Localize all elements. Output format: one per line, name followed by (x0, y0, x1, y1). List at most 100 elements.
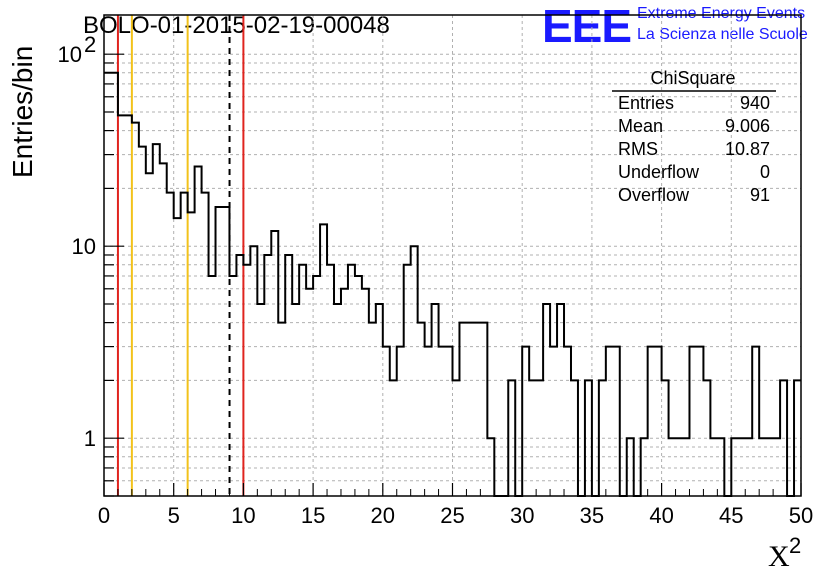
histogram-bin (689, 347, 696, 496)
chart-title: BOLO-01-2015-02-19-00048 (83, 12, 390, 39)
stats-row-label: Entries (618, 93, 674, 113)
histogram-bin (710, 438, 717, 496)
histogram-bin (780, 380, 787, 496)
y-tick-label: 10 (58, 42, 82, 67)
y-tick-label-exponent: 2 (84, 32, 96, 57)
histogram-bin (153, 144, 160, 496)
histogram-bin (167, 193, 174, 496)
histogram-bin (257, 304, 264, 496)
eee-logo-line-2: La Scienza nelle Scuole (637, 26, 808, 43)
stats-row-value: 10.87 (725, 139, 770, 159)
histogram-bin (188, 212, 195, 496)
y-tick-label: 1 (84, 426, 96, 451)
histogram-bin (216, 207, 223, 496)
stats-row-label: Overflow (618, 185, 690, 205)
histogram-bin (327, 265, 334, 496)
histogram-bin (766, 438, 773, 496)
x-tick-label: 35 (580, 503, 604, 528)
histogram-bin (243, 265, 250, 496)
stats-row-value: 0 (760, 162, 770, 182)
eee-logo-line-1: Extreme Energy Events (637, 5, 805, 22)
histogram-bin (104, 73, 111, 496)
histogram-bin (118, 115, 125, 496)
histogram-bin (529, 380, 536, 496)
histogram-bin (683, 438, 690, 496)
histogram-bin (222, 207, 229, 496)
histogram-bin (306, 289, 313, 496)
histogram-bin (174, 218, 181, 496)
histogram-bin (132, 123, 139, 496)
histogram-bin (585, 380, 592, 496)
x-axis-label-base: X (768, 540, 790, 572)
statistics-box: ChiSquare Entries 940 Mean 9.006 RMS 10.87 Und… (612, 68, 776, 205)
stats-row-value: 940 (740, 93, 770, 113)
eee-logo-mark: EEE (542, 0, 631, 52)
plot-frame (103, 14, 802, 497)
histogram-bin (334, 304, 341, 496)
histogram-bin (390, 380, 397, 496)
histogram-bin (209, 276, 216, 496)
histogram-bin (397, 347, 404, 496)
histogram-bin (487, 438, 494, 496)
histogram-bin (703, 380, 710, 496)
histogram-bin (508, 380, 515, 496)
histogram-bin (550, 347, 557, 496)
histogram-bin (745, 438, 752, 496)
eee-logo: EEE Extreme Energy Events La Scienza nel… (542, 0, 808, 52)
histogram-bin (717, 438, 724, 496)
histogram-bin (111, 73, 118, 496)
histogram-bin (411, 246, 418, 496)
histogram-bin (383, 347, 390, 496)
x-tick-label: 0 (98, 503, 110, 528)
histogram-bin (146, 173, 153, 496)
x-tick-label: 10 (231, 503, 255, 528)
x-tick-label: 50 (789, 503, 813, 528)
stats-name: ChiSquare (650, 68, 735, 88)
histogram-bin (773, 438, 780, 496)
histogram-bin (362, 289, 369, 496)
histogram-bin (369, 323, 376, 496)
stats-row-label: RMS (618, 139, 658, 159)
x-tick-label: 20 (371, 503, 395, 528)
x-tick-label: 30 (510, 503, 534, 528)
histogram-bin (557, 304, 564, 496)
histogram-bin (348, 265, 355, 496)
histogram-bin (299, 265, 306, 496)
histogram-bin (285, 255, 292, 496)
histogram-bin (627, 438, 634, 496)
histogram-bin (662, 380, 669, 496)
histogram-bin (522, 347, 529, 496)
histogram-bin (648, 347, 655, 496)
stats-row-label: Underflow (618, 162, 700, 182)
histogram-bin (355, 276, 362, 496)
histogram-bin (738, 438, 745, 496)
histogram-bin (606, 347, 613, 496)
histogram-bin (202, 193, 209, 496)
stats-row-label: Mean (618, 116, 663, 136)
histogram-bin (376, 304, 383, 496)
histogram-bin (125, 115, 132, 496)
histogram-bin (536, 380, 543, 496)
histogram-bin (292, 304, 299, 496)
histogram-bin (313, 276, 320, 496)
histogram-bin (731, 438, 738, 496)
histogram-bin (446, 347, 453, 496)
histogram-bin (571, 380, 578, 496)
x-tick-label: 15 (301, 503, 325, 528)
histogram-bin (271, 231, 278, 496)
histogram-bin (278, 323, 285, 496)
histogram-bin (459, 323, 466, 496)
histogram-bin (320, 224, 327, 496)
histogram-bin (264, 255, 271, 496)
histogram-bin (669, 438, 676, 496)
histogram-bin (473, 323, 480, 496)
histogram-bin (236, 255, 243, 496)
histogram-bin (759, 438, 766, 496)
histogram-bin (655, 347, 662, 496)
stats-row-value: 9.006 (725, 116, 770, 136)
histogram-bin (250, 246, 257, 496)
x-tick-label: 40 (649, 503, 673, 528)
histogram-series (104, 71, 801, 497)
